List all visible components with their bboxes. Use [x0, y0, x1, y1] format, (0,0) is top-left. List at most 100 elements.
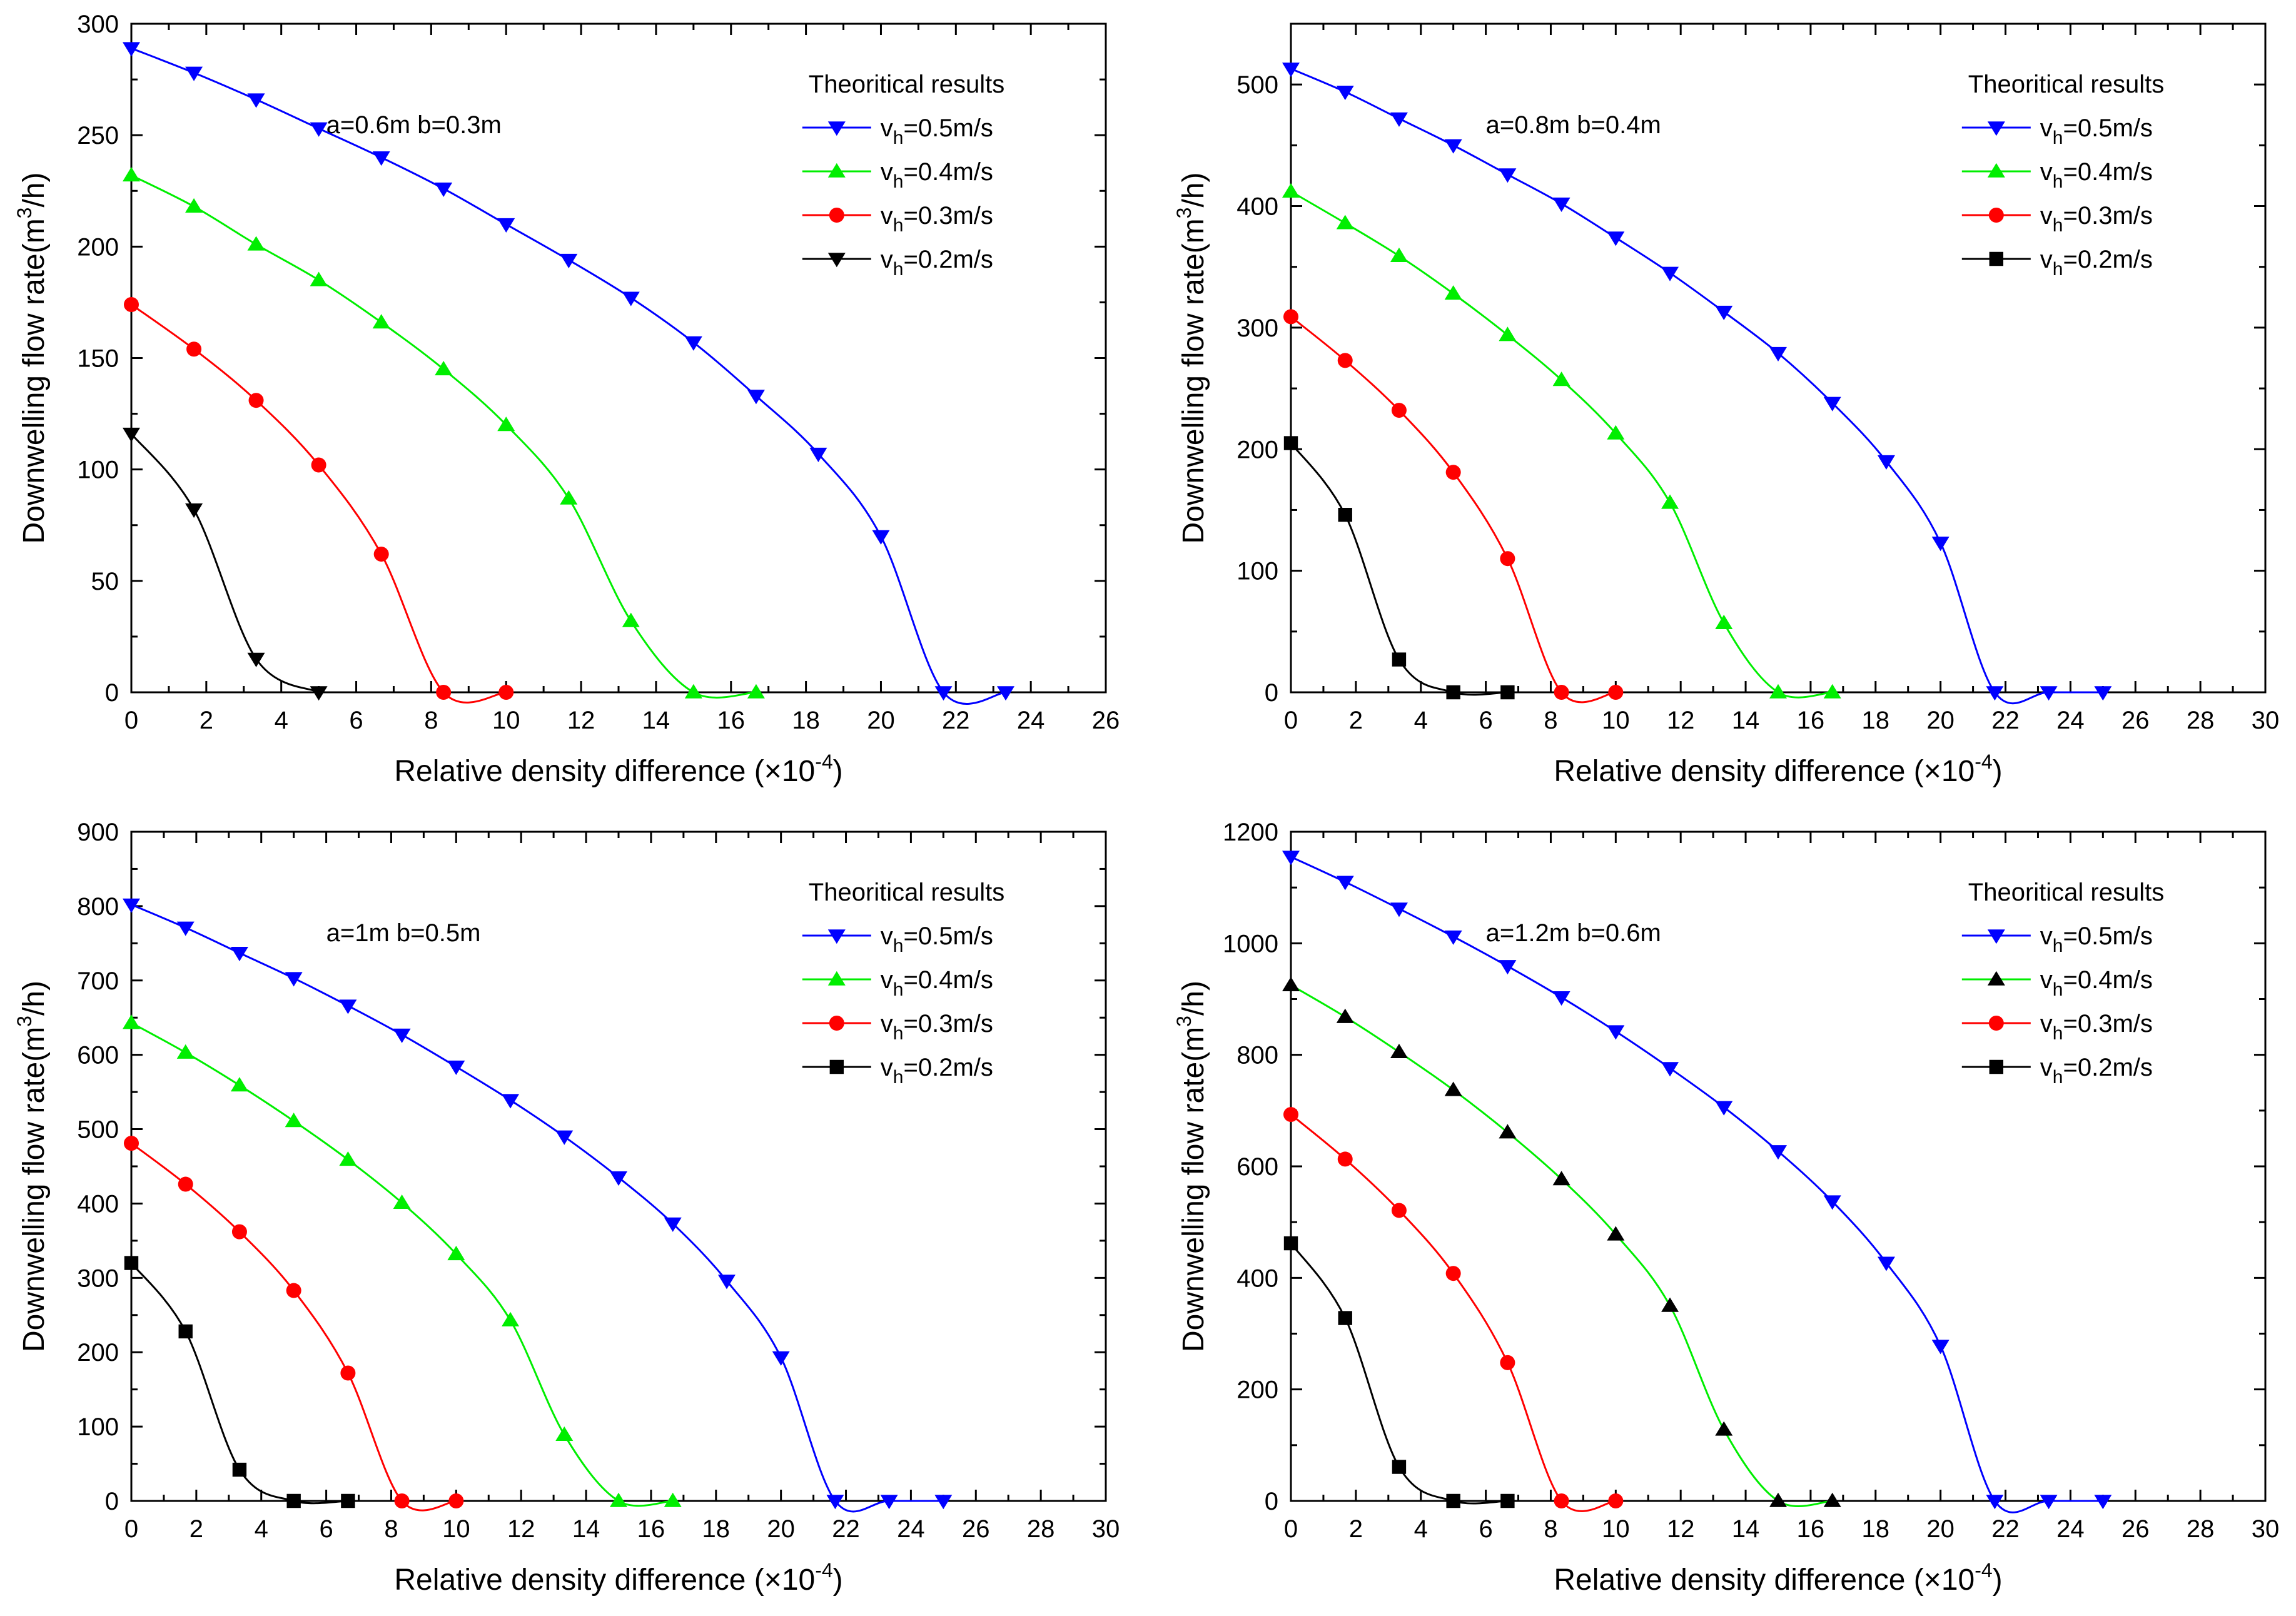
x-axis: 0 2 4 6 8 10 12 14 16 18 20 22 24 26 28 30 [1284, 24, 2279, 734]
legend-marker [1987, 121, 2005, 136]
x-tick-label: 12 [507, 1515, 535, 1543]
legend-marker [827, 971, 846, 986]
y-tick-label: 400 [1237, 1265, 1278, 1292]
x-axis: 0 2 4 6 8 10 12 14 16 18 20 22 24 26 28 30 [1284, 832, 2279, 1543]
legend-marker [827, 121, 846, 136]
legend-label-rest: =0.4m/s [903, 158, 993, 186]
data-point [1552, 991, 1570, 1006]
x-axis-label-end: ) [1993, 1563, 2003, 1597]
x-tick-label: 26 [1092, 707, 1120, 734]
panel-annotation: a=1m b=0.5m [326, 919, 481, 947]
data-point [1769, 346, 1787, 362]
series-2 [123, 167, 765, 699]
x-axis-label-exp: -4 [815, 750, 832, 773]
series-line [130, 433, 320, 694]
legend-marker [829, 1016, 844, 1031]
chart-panel-2: 0 2 4 6 8 10 12 14 16 18 20 22 24 26 28 300100200300400… [1173, 23, 2279, 788]
legend-label-v: v [881, 202, 893, 230]
legend-title: Theoritical results [1968, 879, 2164, 906]
x-tick-label: 8 [424, 707, 438, 734]
data-point [123, 898, 140, 913]
legend-label-v: v [2040, 922, 2053, 950]
data-point [497, 417, 515, 432]
data-point [772, 1351, 790, 1366]
data-point [311, 457, 326, 473]
data-point [1608, 1493, 1624, 1508]
data-point [1986, 686, 2004, 701]
data-point [1282, 851, 1300, 866]
x-tick-label: 10 [492, 707, 520, 734]
x-tick-label: 28 [2187, 707, 2215, 734]
panel-annotation: a=0.8m b=0.4m [1486, 111, 1661, 139]
series-4 [124, 1256, 355, 1508]
data-point [1445, 465, 1461, 480]
x-tick-label: 14 [572, 1515, 600, 1543]
data-point [1608, 685, 1624, 700]
data-point [1552, 1171, 1570, 1186]
x-tick-label: 30 [2252, 707, 2280, 734]
x-axis: 0 2 4 6 8 10 12 14 16 18 20 22 24 26 28 30 [124, 832, 1120, 1543]
data-point [1390, 902, 1408, 917]
data-point [1391, 1203, 1407, 1218]
y-tick-label: 1200 [1223, 819, 1278, 846]
y-tick-label: 400 [1237, 193, 1278, 221]
legend-marker [1987, 929, 2005, 944]
legend-label-sub: h [2053, 979, 2063, 1000]
y-tick-label: 100 [1237, 558, 1278, 585]
series-line [1290, 1243, 1508, 1505]
x-tick-label: 4 [255, 1515, 268, 1543]
data-point [373, 547, 389, 562]
series-line [1290, 442, 1508, 696]
y-axis-label-exp: 3 [1173, 1016, 1195, 1027]
data-point [310, 122, 328, 137]
data-point [1282, 183, 1300, 198]
legend-label-v: v [2040, 202, 2053, 230]
y-axis: 0 100 200 300 400 500 [1237, 23, 2265, 707]
legend-label: vh=0.3m/s [881, 1010, 993, 1044]
x-tick-label: 8 [384, 1515, 398, 1543]
data-point [248, 393, 264, 408]
data-point [560, 253, 578, 269]
legend-label-rest: =0.3m/s [903, 1010, 993, 1038]
legend-label-sub: h [893, 1067, 904, 1088]
legend-label: vh=0.3m/s [2040, 1010, 2153, 1044]
data-point [1336, 876, 1354, 891]
data-point [1500, 1355, 1515, 1370]
data-point [1444, 139, 1462, 154]
legend-label-sub: h [893, 259, 904, 280]
legend-marker [829, 1059, 844, 1074]
x-axis-label-end: ) [1993, 755, 2003, 788]
x-tick-label: 28 [1027, 1515, 1055, 1543]
data-point [1283, 436, 1298, 450]
data-point [1283, 309, 1298, 325]
y-tick-label: 300 [1237, 315, 1278, 342]
legend-marker [1989, 251, 2004, 266]
legend-label: vh=0.3m/s [881, 202, 993, 236]
series-3 [1283, 309, 1624, 704]
y-tick-label: 250 [77, 122, 119, 149]
y-tick-label: 200 [77, 233, 119, 261]
legend-label: vh=0.4m/s [2040, 158, 2153, 192]
y-tick-label: 100 [77, 1413, 119, 1441]
legend-title: Theoritical results [809, 71, 1004, 98]
y-tick-label: 200 [1237, 436, 1278, 463]
x-axis-label: Relative density difference (×10-4) [394, 1559, 842, 1597]
data-point [178, 1324, 193, 1339]
legend-label-v: v [881, 246, 893, 273]
x-tick-label: 4 [275, 707, 288, 734]
x-tick-label: 18 [702, 1515, 731, 1543]
data-point [124, 1136, 139, 1151]
data-point [394, 1493, 410, 1508]
y-axis-label-end: /h) [18, 173, 51, 208]
data-point [1499, 326, 1517, 341]
y-tick-label: 100 [77, 457, 119, 484]
data-point [1607, 1025, 1625, 1040]
y-tick-label: 0 [105, 679, 119, 707]
chart-panel-3: 0 2 4 6 8 10 12 14 16 18 20 22 24 26 28 300100200300400… [13, 819, 1120, 1597]
legend-label-v: v [2040, 1010, 2053, 1038]
series-line [131, 47, 1006, 705]
data-point [340, 1365, 356, 1381]
y-tick-label: 500 [1237, 71, 1278, 99]
y-axis-label-main: Downwelling flow rate(m [18, 218, 51, 543]
y-tick-label: 50 [91, 568, 119, 595]
